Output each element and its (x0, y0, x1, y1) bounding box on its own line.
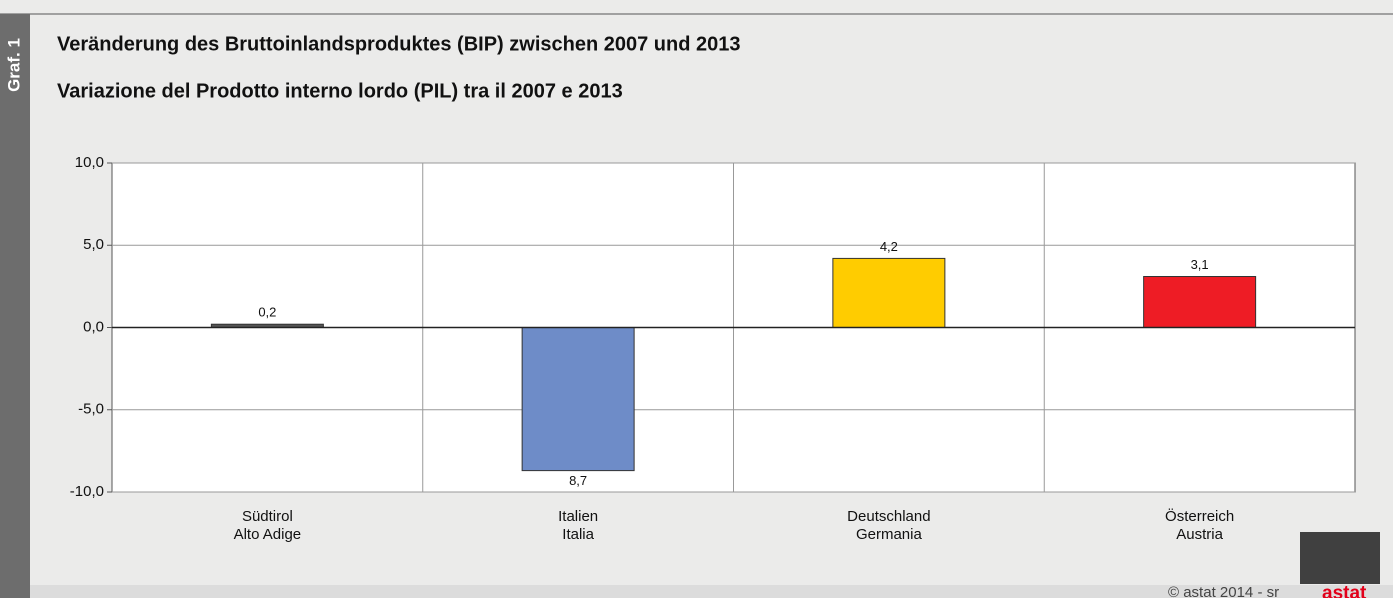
x-tick-label: Germania (856, 526, 923, 543)
footer: © astat 2014 - sr (1168, 584, 1279, 598)
footer-strip (30, 585, 1393, 598)
x-tick-label: Alto Adige (234, 526, 302, 543)
logo-map (1300, 532, 1380, 584)
x-tick-label: Südtirol (242, 508, 293, 525)
x-tick-label: Deutschland (847, 508, 930, 525)
y-tick-label: 0,0 (83, 318, 104, 335)
value-label: 3,1 (1191, 257, 1209, 272)
chart-title: Veränderung des Bruttoinlandsproduktes (… (57, 33, 741, 55)
y-tick-label: 10,0 (75, 154, 104, 171)
x-tick-label: Italia (562, 526, 594, 543)
x-tick-label: Österreich (1165, 507, 1234, 525)
value-label: 0,2 (258, 305, 276, 320)
y-tick-label: -5,0 (78, 401, 104, 418)
x-tick-label: Austria (1176, 526, 1223, 543)
bar (521, 327, 635, 472)
logo: astat (1322, 583, 1367, 598)
y-tick-label: 5,0 (83, 236, 104, 253)
bar (832, 257, 946, 328)
y-tick-label: -10,0 (70, 483, 104, 500)
value-label: 4,2 (880, 239, 898, 254)
bar (1143, 276, 1257, 329)
value-label: 8,7 (569, 473, 587, 488)
x-tick-label: Italien (558, 508, 598, 525)
side-label: Graf. 1 (4, 38, 23, 92)
chart-subtitle: Variazione del Prodotto interno lordo (P… (57, 80, 623, 102)
side-bar (0, 14, 30, 598)
